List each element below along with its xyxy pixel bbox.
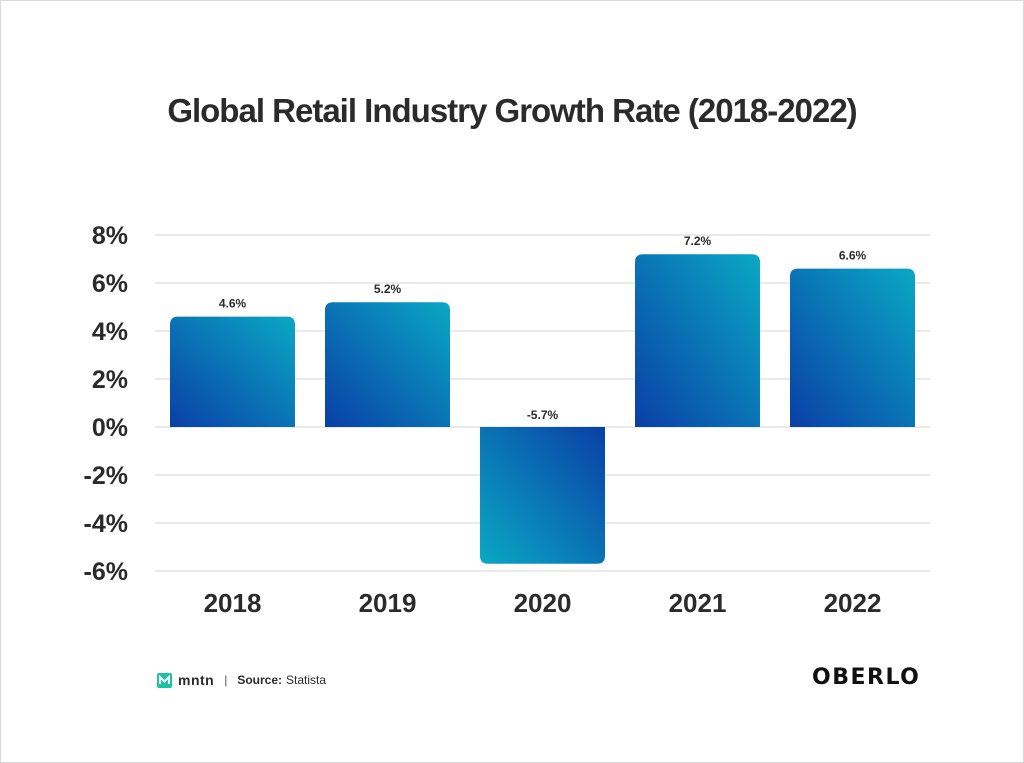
chart-title: Global Retail Industry Growth Rate (2018… [167, 92, 857, 129]
source-value: Statista [286, 673, 327, 687]
bar-2021 [635, 254, 760, 427]
data-label-2018: 4.6% [219, 297, 247, 311]
y-tick-label: 0% [92, 414, 128, 442]
bar-2020 [480, 427, 605, 564]
data-label-2019: 5.2% [374, 282, 402, 296]
data-label-2021: 7.2% [684, 234, 712, 248]
x-axis-ticks: 2018 2019 2020 2021 2022 [204, 588, 882, 618]
bar-2019 [325, 302, 450, 427]
x-tick-label-2019: 2019 [359, 588, 417, 618]
x-tick-label-2021: 2021 [669, 588, 727, 618]
x-tick-label-2020: 2020 [514, 588, 572, 618]
y-tick-label: 6% [92, 270, 128, 298]
bars [170, 254, 915, 564]
mntn-logo-icon [157, 672, 172, 688]
y-tick-label: 4% [92, 318, 128, 346]
x-tick-label-2022: 2022 [824, 588, 882, 618]
source-label: Source: [237, 673, 283, 687]
y-axis-ticks: 8% 6% 4% 2% 0% -2% -4% -6% [84, 222, 128, 586]
mntn-brand: mntn [178, 672, 215, 688]
oberlo-logo: OBERLO [812, 665, 921, 690]
footer-source: mntn | Source: Statista [157, 672, 326, 688]
data-label-2022: 6.6% [839, 249, 867, 263]
x-tick-label-2018: 2018 [204, 588, 262, 618]
y-tick-label: -2% [84, 462, 128, 490]
y-tick-label: 8% [92, 222, 128, 250]
footer-separator: | [224, 673, 228, 687]
y-tick-label: -6% [84, 558, 128, 586]
y-tick-label: -4% [84, 510, 128, 538]
bar-2022 [790, 268, 915, 427]
data-label-2020: -5.7% [527, 408, 559, 422]
y-tick-label: 2% [92, 366, 128, 394]
bar-2018 [170, 316, 295, 427]
data-labels: 4.6% 5.2% -5.7% 7.2% 6.6% [219, 234, 867, 422]
